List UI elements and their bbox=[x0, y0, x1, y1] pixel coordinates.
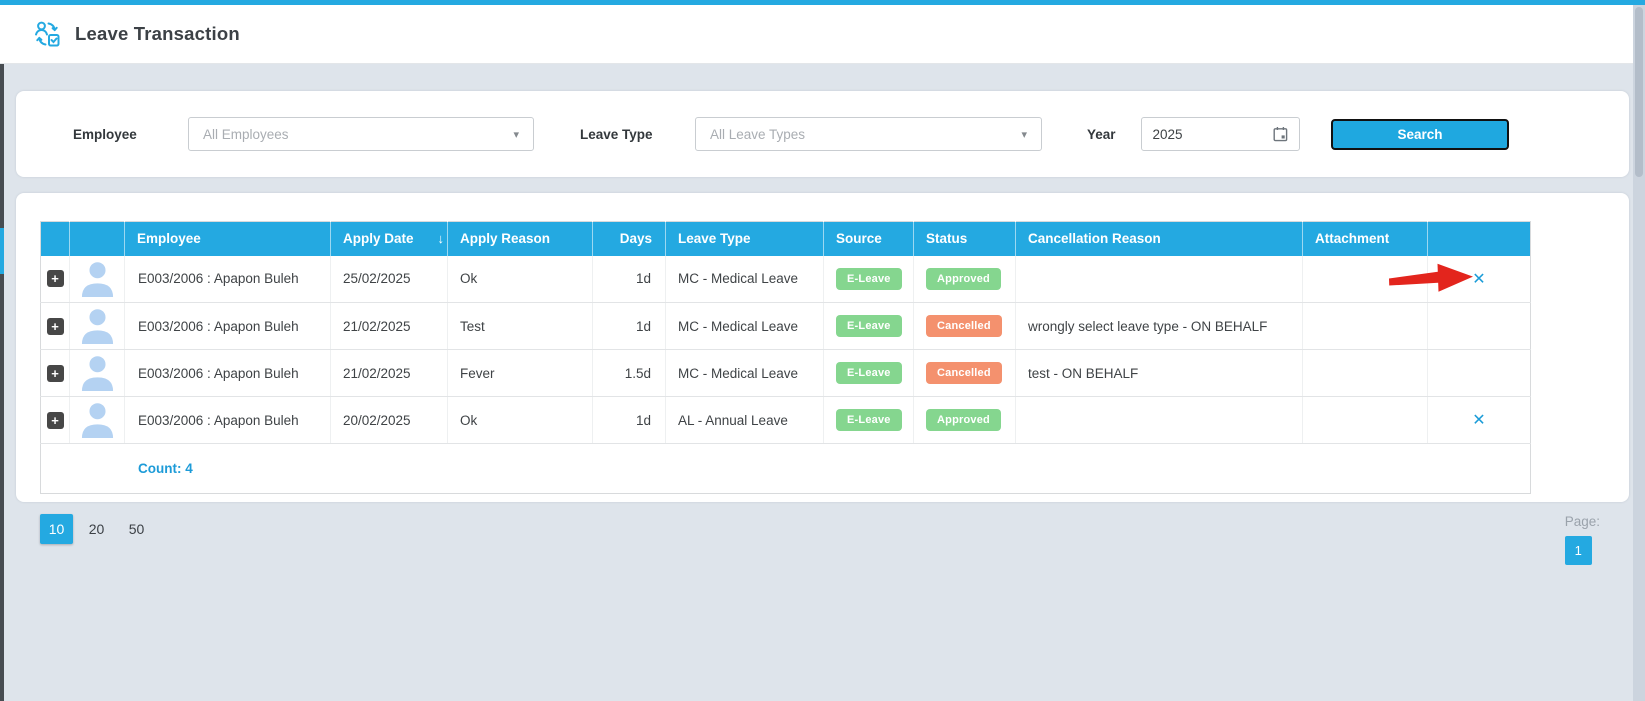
leave-transaction-icon bbox=[33, 20, 61, 48]
attachment-cell bbox=[1302, 349, 1428, 397]
year-filter-label: Year bbox=[1087, 126, 1116, 142]
cancel-leave-icon[interactable]: ✕ bbox=[1472, 270, 1486, 288]
page-scrollbar[interactable] bbox=[1633, 5, 1645, 701]
calendar-icon[interactable] bbox=[1273, 126, 1288, 142]
days-cell: 1.5d bbox=[592, 349, 666, 397]
results-card: Employee Apply Date ↓ Apply Reason Days L… bbox=[16, 193, 1629, 502]
attachment-cell bbox=[1302, 302, 1428, 350]
avatar bbox=[69, 349, 125, 397]
apply-reason-cell: Ok bbox=[447, 396, 593, 444]
page-size-group: 10 20 50 bbox=[40, 514, 153, 544]
apply-reason-cell: Ok bbox=[447, 255, 593, 303]
apply-reason-cell: Fever bbox=[447, 349, 593, 397]
page-size-20-button[interactable]: 20 bbox=[80, 514, 113, 544]
source-badge: E-Leave bbox=[836, 409, 902, 431]
employee-cell: E003/2006 : Apapon Buleh bbox=[124, 396, 331, 444]
apply-date-cell: 21/02/2025 bbox=[330, 302, 448, 350]
apply-date-cell: 20/02/2025 bbox=[330, 396, 448, 444]
expand-column-header bbox=[40, 221, 70, 256]
leave-type-filter-label: Leave Type bbox=[580, 126, 653, 142]
employee-cell: E003/2006 : Apapon Buleh bbox=[124, 302, 331, 350]
cancellation-reason-cell: wrongly select leave type - ON BEHALF bbox=[1015, 302, 1303, 350]
column-header-apply-date[interactable]: Apply Date ↓ bbox=[330, 221, 448, 256]
status-badge: Cancelled bbox=[926, 315, 1002, 337]
column-header-employee[interactable]: Employee bbox=[124, 221, 331, 256]
count-row: Count: 4 bbox=[40, 443, 1531, 494]
scrollbar-thumb[interactable] bbox=[1635, 7, 1643, 177]
leave-type-cell: MC - Medical Leave bbox=[665, 349, 824, 397]
column-header-leave-type[interactable]: Leave Type bbox=[665, 221, 824, 256]
page-title: Leave Transaction bbox=[75, 23, 240, 44]
leave-type-cell: MC - Medical Leave bbox=[665, 255, 824, 303]
days-cell: 1d bbox=[592, 396, 666, 444]
expand-row-button[interactable]: + bbox=[46, 317, 64, 335]
page-label: Page: bbox=[1564, 514, 1600, 529]
page-1-button[interactable]: 1 bbox=[1564, 536, 1592, 565]
chevron-down-icon: ▾ bbox=[513, 128, 519, 141]
attachment-cell bbox=[1302, 396, 1428, 444]
page-header: Leave Transaction bbox=[0, 0, 1645, 64]
leave-type-cell: MC - Medical Leave bbox=[665, 302, 824, 350]
column-header-apply-reason[interactable]: Apply Reason bbox=[447, 221, 593, 256]
status-badge: Approved bbox=[926, 267, 1001, 290]
page-number-group: Page: 1 bbox=[1564, 514, 1600, 565]
employee-select-value: All Employees bbox=[203, 126, 289, 142]
year-field[interactable] bbox=[1140, 117, 1300, 151]
apply-date-cell: 25/02/2025 bbox=[330, 255, 448, 303]
table-row: + E003/2006 : Apapon Buleh 25/02/2025 Ok… bbox=[40, 255, 1531, 303]
table-row: + E003/2006 : Apapon Buleh 20/02/2025 Ok… bbox=[40, 396, 1531, 444]
table-header-row: Employee Apply Date ↓ Apply Reason Days L… bbox=[40, 221, 1531, 256]
column-header-days[interactable]: Days bbox=[592, 221, 666, 256]
leave-type-select[interactable]: All Leave Types ▾ bbox=[695, 117, 1042, 151]
table-row: + E003/2006 : Apapon Buleh 21/02/2025 Fe… bbox=[40, 349, 1531, 397]
leave-type-cell: AL - Annual Leave bbox=[665, 396, 824, 444]
expand-row-button[interactable]: + bbox=[46, 270, 64, 288]
sort-desc-icon: ↓ bbox=[437, 231, 445, 247]
page-size-50-button[interactable]: 50 bbox=[120, 514, 153, 544]
employee-select[interactable]: All Employees ▾ bbox=[188, 117, 534, 151]
cancellation-reason-cell bbox=[1015, 255, 1303, 303]
employee-filter-label: Employee bbox=[73, 126, 137, 142]
source-badge: E-Leave bbox=[836, 267, 902, 290]
avatar bbox=[69, 302, 125, 350]
days-cell: 1d bbox=[592, 302, 666, 350]
column-header-status[interactable]: Status bbox=[913, 221, 1016, 256]
source-badge: E-Leave bbox=[836, 362, 902, 384]
attachment-cell bbox=[1302, 255, 1428, 303]
sidebar-edge bbox=[0, 64, 4, 701]
cancellation-reason-cell: test - ON BEHALF bbox=[1015, 349, 1303, 397]
cancellation-reason-cell bbox=[1015, 396, 1303, 444]
days-cell: 1d bbox=[592, 255, 666, 303]
column-header-attachment[interactable]: Attachment bbox=[1302, 221, 1428, 256]
actions-column-header bbox=[1427, 221, 1531, 256]
apply-reason-cell: Test bbox=[447, 302, 593, 350]
status-badge: Approved bbox=[926, 409, 1001, 431]
leave-transaction-table: Employee Apply Date ↓ Apply Reason Days L… bbox=[40, 221, 1531, 494]
chevron-down-icon: ▾ bbox=[1021, 128, 1027, 141]
employee-cell: E003/2006 : Apapon Buleh bbox=[124, 349, 331, 397]
expand-row-button[interactable]: + bbox=[46, 364, 64, 382]
status-badge: Cancelled bbox=[926, 362, 1002, 384]
table-row: + E003/2006 : Apapon Buleh 21/02/2025 Te… bbox=[40, 302, 1531, 350]
column-header-cancellation-reason[interactable]: Cancellation Reason bbox=[1015, 221, 1303, 256]
expand-row-button[interactable]: + bbox=[46, 411, 64, 429]
leave-type-select-value: All Leave Types bbox=[710, 126, 806, 142]
search-button[interactable]: Search bbox=[1331, 118, 1509, 150]
cancel-leave-icon[interactable]: ✕ bbox=[1472, 412, 1486, 429]
column-header-source[interactable]: Source bbox=[823, 221, 914, 256]
employee-cell: E003/2006 : Apapon Buleh bbox=[124, 255, 331, 303]
year-input[interactable] bbox=[1152, 126, 1243, 142]
apply-date-cell: 21/02/2025 bbox=[330, 349, 448, 397]
row-count: Count: 4 bbox=[40, 443, 1531, 494]
filter-bar: Employee All Employees ▾ Leave Type All … bbox=[16, 91, 1629, 177]
avatar-column-header bbox=[69, 221, 125, 256]
page-size-10-button[interactable]: 10 bbox=[40, 514, 73, 544]
source-badge: E-Leave bbox=[836, 315, 902, 337]
pagination-bar: 10 20 50 Page: 1 bbox=[16, 514, 1629, 565]
avatar bbox=[69, 396, 125, 444]
avatar bbox=[69, 255, 125, 303]
sidebar-active-indicator bbox=[0, 228, 4, 274]
